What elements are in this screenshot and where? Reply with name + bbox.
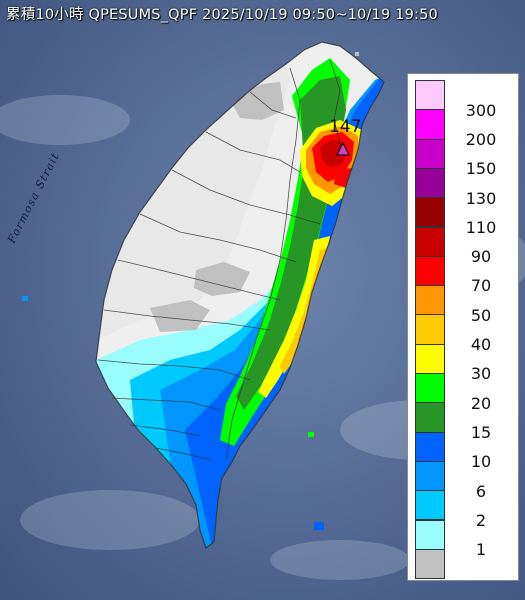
legend-label: 70 — [470, 276, 492, 296]
legend-swatch — [415, 431, 445, 462]
legend-swatch — [415, 402, 445, 433]
legend-swatch — [415, 460, 445, 492]
legend-swatch — [415, 373, 445, 404]
legend-swatch — [415, 519, 445, 550]
legend-label: 50 — [470, 305, 492, 325]
legend-swatch — [415, 490, 445, 521]
legend-label: 10 — [470, 452, 492, 472]
legend-label: 6 — [475, 481, 487, 501]
legend-swatch — [415, 80, 445, 111]
legend-label: 2 — [475, 510, 487, 530]
legend-label: 150 — [465, 159, 497, 179]
legend-swatch — [415, 138, 445, 169]
legend-label: 30 — [470, 364, 492, 384]
legend-label: 130 — [465, 188, 497, 208]
legend-swatch — [415, 167, 445, 199]
color-legend: 300 200 150 130 110 90 70 50 40 30 20 15 10 6 2 1 — [407, 73, 519, 581]
legend-swatch — [415, 548, 445, 580]
county-boundaries — [95, 41, 385, 549]
legend-swatch — [415, 314, 445, 345]
legend-swatch — [415, 197, 445, 228]
legend-swatch — [415, 285, 445, 316]
rain-speck — [308, 432, 314, 437]
legend-label: 40 — [470, 335, 492, 355]
legend-swatch — [415, 226, 445, 257]
legend-swatch — [415, 109, 445, 140]
island — [355, 52, 359, 56]
peak-value-label: 147 — [329, 117, 362, 137]
legend-swatch — [415, 343, 445, 374]
rain-speck — [314, 522, 324, 530]
legend-swatch — [415, 255, 445, 287]
legend-label: 90 — [470, 247, 492, 267]
legend-label: 15 — [470, 422, 492, 442]
rain-speck — [22, 296, 28, 301]
legend-label: 200 — [465, 129, 497, 149]
legend-label: 300 — [465, 100, 497, 120]
legend-label: 1 — [475, 540, 487, 560]
map-title: 累積10小時 QPESUMS_QPF 2025/10/19 09:50~10/1… — [6, 7, 438, 23]
peak-marker-icon — [336, 141, 350, 156]
legend-label: 20 — [470, 393, 492, 413]
legend-label: 110 — [465, 217, 497, 237]
